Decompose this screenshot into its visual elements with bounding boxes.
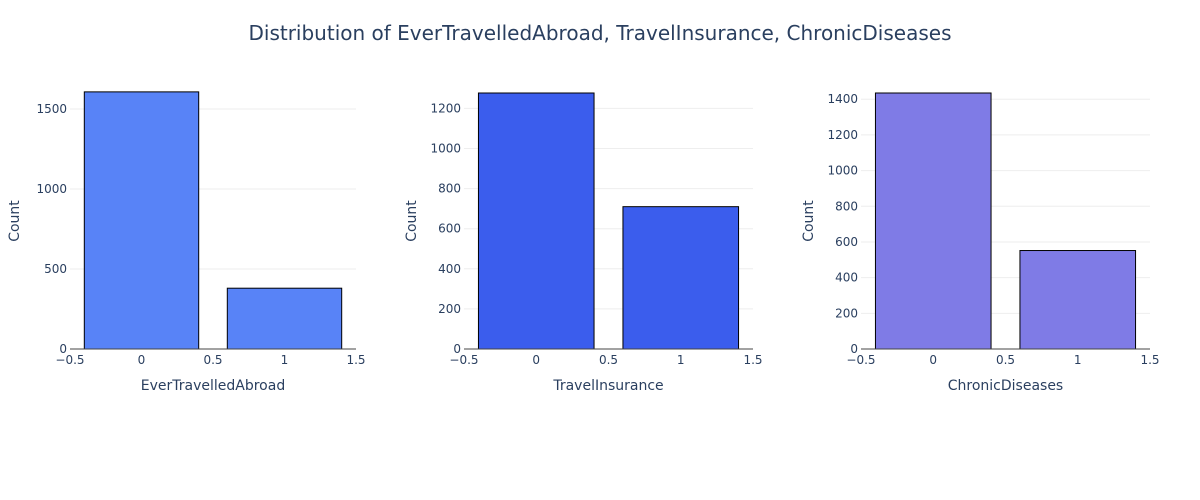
x-tick-label: 0: [532, 353, 540, 367]
y-tick-label: 1500: [36, 102, 67, 116]
x-tick-label: −0.5: [449, 353, 478, 367]
y-tick-label: 1400: [827, 92, 858, 106]
bar-1: [1019, 250, 1137, 350]
y-tick-label: 1000: [827, 164, 858, 178]
x-tick-label: −0.5: [55, 353, 84, 367]
bar-1: [226, 287, 343, 350]
y-tick-label: 0: [59, 342, 67, 356]
y-tick-label: 400: [438, 262, 461, 276]
y-tick-label: 1000: [430, 142, 461, 156]
x-tick-label: 1: [281, 353, 289, 367]
x-tick-label: 0: [929, 353, 937, 367]
x-tick-label: 1: [677, 353, 685, 367]
x-tick-label: 1.5: [743, 353, 762, 367]
y-tick-label: 1200: [827, 128, 858, 142]
y-tick-label: 0: [453, 342, 461, 356]
x-tick-label: 1.5: [1140, 353, 1159, 367]
bar-1: [622, 206, 740, 350]
x-tick-label: 0.5: [203, 353, 222, 367]
y-tick-label: 1200: [430, 101, 461, 115]
y-tick-label: 1000: [36, 182, 67, 196]
x-axis-title: ChronicDiseases: [948, 378, 1063, 394]
x-tick-label: 0: [138, 353, 146, 367]
y-tick-label: 800: [835, 199, 858, 213]
y-tick-label: 400: [835, 271, 858, 285]
x-tick-label: −0.5: [846, 353, 875, 367]
x-tick-label: 0.5: [996, 353, 1015, 367]
bar-0: [477, 92, 595, 350]
y-axis-title: Count: [7, 200, 23, 242]
y-tick-label: 0: [850, 342, 858, 356]
y-tick-label: 600: [835, 235, 858, 249]
y-tick-label: 500: [44, 262, 67, 276]
y-tick-label: 800: [438, 182, 461, 196]
y-tick-label: 200: [835, 306, 858, 320]
y-tick-label: 600: [438, 222, 461, 236]
y-axis-title: Count: [801, 200, 817, 242]
bar-0: [83, 91, 200, 350]
x-axis-title: TravelInsurance: [552, 378, 663, 394]
bar-0: [874, 92, 992, 350]
x-tick-label: 1: [1074, 353, 1082, 367]
x-tick-label: 1.5: [346, 353, 365, 367]
x-axis-title: EverTravelledAbroad: [141, 378, 285, 394]
figure-title: Distribution of EverTravelledAbroad, Tra…: [248, 21, 951, 45]
y-axis-title: Count: [404, 200, 420, 242]
x-tick-label: 0.5: [599, 353, 618, 367]
y-tick-label: 200: [438, 302, 461, 316]
